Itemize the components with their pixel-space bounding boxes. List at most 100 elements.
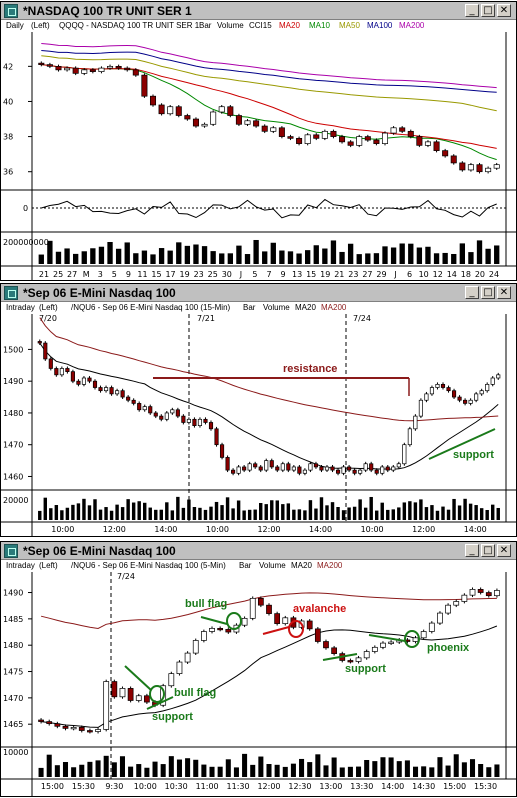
daily-chart-window[interactable]: *NASDAQ 100 TR UNIT SER 1 _ □ ✕ Daily (L… [0, 1, 517, 281]
volume-bar [82, 498, 86, 520]
volume-bar [313, 245, 319, 264]
price-candle [208, 422, 214, 430]
price-candle [115, 65, 122, 69]
volume-bar [307, 762, 313, 777]
x-tick-label: 25 [208, 270, 218, 279]
price-candle [225, 457, 230, 471]
price-candle [109, 387, 114, 395]
volume-bar [225, 759, 231, 777]
ma20-label: MA20 [295, 303, 316, 312]
close-button[interactable]: ✕ [497, 286, 511, 299]
minimize-button[interactable]: _ [465, 544, 479, 557]
volume-bar [210, 251, 216, 264]
volume-bar [258, 756, 264, 777]
fifteen-min-chart-window[interactable]: *Sep 06 E-Mini Nasdaq 100 _ □ ✕ Intraday… [0, 283, 517, 537]
volume-bar [38, 510, 42, 520]
phoenix-annotation: phoenix [427, 642, 470, 654]
price-candle [87, 377, 92, 382]
volume-bar [270, 242, 276, 264]
price-candle [231, 469, 236, 474]
volume-bar [176, 759, 182, 777]
maximize-button[interactable]: □ [481, 544, 495, 557]
price-candle [330, 466, 335, 471]
minimize-button[interactable]: _ [465, 286, 479, 299]
volume-bar [463, 498, 467, 520]
volume-bar [339, 251, 345, 264]
price-candle [137, 403, 142, 411]
volume-bar [478, 764, 484, 777]
volume-bar [419, 499, 423, 520]
x-tick-label: 19 [320, 270, 330, 279]
price-candle [435, 384, 440, 388]
price-candle [258, 466, 263, 471]
volume-bar [457, 505, 462, 520]
volume-bar [382, 246, 388, 264]
x-tick-label: 13:30 [350, 782, 373, 791]
price-candle [37, 341, 42, 344]
x-tick-label: 20 [475, 270, 485, 279]
resistance-annotation: resistance [283, 363, 337, 375]
x-tick-label: M [83, 270, 90, 279]
five-min-chart-window[interactable]: *Sep 06 E-Mini Nasdaq 100 _ □ ✕ Intraday… [0, 541, 517, 797]
maximize-button[interactable]: □ [481, 286, 495, 299]
minimize-button[interactable]: _ [465, 4, 479, 17]
volume-bar [93, 499, 97, 520]
price-candle [126, 396, 131, 401]
volume-bar [308, 500, 313, 520]
price-candle [266, 604, 272, 614]
price-candle [55, 65, 62, 71]
volume-label: Volume [217, 21, 244, 30]
volume-bar [64, 248, 70, 264]
price-candle [388, 641, 394, 644]
price-candle [363, 651, 370, 659]
price-candle [453, 601, 460, 606]
interval-label: Intraday [6, 303, 35, 312]
volume-bar [399, 243, 405, 264]
volume-bar [479, 508, 484, 520]
price-candle [304, 134, 311, 144]
price-candle [433, 141, 440, 151]
close-button[interactable]: ✕ [497, 4, 511, 17]
volume-bar [494, 245, 500, 264]
volume-bar [266, 764, 272, 777]
price-candle [418, 399, 423, 417]
avalanche-line [262, 626, 290, 635]
price-candle [72, 67, 79, 74]
window-titlebar[interactable]: *Sep 06 E-Mini Nasdaq 100 _ □ ✕ [1, 284, 516, 302]
bull-flag-pole-2 [200, 616, 228, 625]
window-titlebar[interactable]: *NASDAQ 100 TR UNIT SER 1 _ □ ✕ [1, 2, 516, 20]
volume-scale-tick: 10000 [3, 748, 28, 757]
price-candle [402, 444, 407, 465]
price-candle [314, 628, 321, 642]
volume-bar [159, 509, 163, 520]
price-candle [352, 469, 357, 474]
volume-bar [184, 245, 191, 264]
volume-bar [214, 501, 219, 520]
volume-bar [494, 764, 500, 777]
x-tick-label: 10:00 [361, 525, 384, 534]
price-candle [98, 67, 105, 72]
volume-bar [242, 753, 248, 777]
window-titlebar[interactable]: *Sep 06 E-Mini Nasdaq 100 _ □ ✕ [1, 542, 516, 560]
price-candle [81, 69, 88, 74]
price-candle [167, 106, 174, 115]
price-candle [249, 597, 256, 619]
price-candle [485, 592, 492, 597]
price-candle [355, 657, 362, 662]
price-candle [225, 629, 232, 633]
volume-bar [170, 510, 175, 520]
maximize-button[interactable]: □ [481, 4, 495, 17]
fifteen-min-chart-canvas[interactable]: 7/20 7/21 7/24 1500 1490 1480 1470 1460 resi… [1, 314, 516, 536]
y-tick-label: 1485 [3, 615, 23, 624]
x-tick-label: 15:00 [41, 782, 64, 791]
support-line-2 [322, 653, 358, 661]
price-candle [440, 384, 446, 388]
x-tick-label: 12:00 [412, 525, 435, 534]
price-candle [46, 64, 53, 67]
volume-bar [76, 503, 81, 520]
close-button[interactable]: ✕ [497, 544, 511, 557]
volume-bar [421, 766, 427, 777]
volume-bar [65, 507, 70, 520]
